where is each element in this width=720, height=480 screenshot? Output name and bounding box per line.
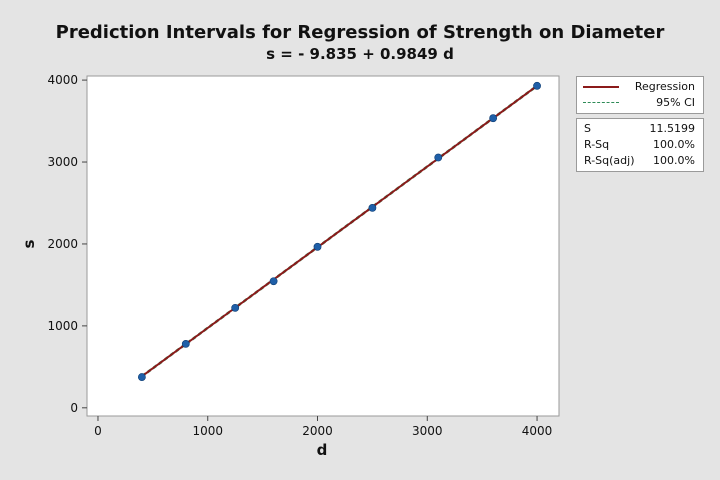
data-point: [231, 303, 240, 312]
y-tick-label: 0: [70, 401, 78, 415]
data-point: [533, 81, 541, 90]
stat-value: 11.5199: [649, 122, 696, 135]
legend-label-regression: Regression: [634, 80, 695, 93]
legend-item-regression: Regression: [577, 79, 703, 95]
stat-label: R-Sq: [584, 138, 610, 151]
chart-subtitle: s = - 9.835 + 0.9849 d: [266, 45, 454, 63]
data-point: [368, 204, 377, 212]
stat-label: S: [584, 122, 591, 135]
stat-value: 100.0%: [653, 154, 695, 167]
data-point: [269, 277, 278, 286]
chart-title: Prediction Intervals for Regression of S…: [55, 22, 665, 43]
y-axis-label: s: [20, 239, 38, 248]
stat-row-rsq-adj: R-Sq(adj) 100.0%: [577, 153, 703, 169]
ci-swatch: [583, 102, 619, 103]
x-tick-label: 2000: [302, 424, 333, 438]
legend-item-ci: 95% CI: [577, 95, 703, 111]
stats-box: S 11.5199 R-Sq 100.0% R-Sq(adj) 100.0%: [576, 118, 704, 172]
y-tick-label: 2000: [47, 237, 78, 251]
y-tick-label: 1000: [47, 319, 78, 333]
x-tick-label: 1000: [192, 424, 223, 438]
regression-swatch: [583, 86, 619, 88]
data-point: [489, 114, 498, 123]
x-axis-label: d: [317, 441, 328, 459]
data-point: [434, 153, 443, 162]
stat-row-rsq: R-Sq 100.0%: [577, 137, 703, 153]
x-tick-label: 0: [94, 424, 102, 438]
stat-row-s: S 11.5199: [577, 121, 703, 137]
y-tick-label: 3000: [47, 155, 78, 169]
y-tick-label: 4000: [47, 73, 78, 87]
regression-line: [141, 85, 538, 378]
legend: Regression 95% CI: [576, 76, 704, 114]
stat-value: 100.0%: [653, 138, 695, 151]
legend-label-ci: 95% CI: [656, 96, 695, 109]
x-tick-label: 3000: [412, 424, 443, 438]
stat-label: R-Sq(adj): [584, 154, 635, 167]
x-tick-label: 4000: [522, 424, 553, 438]
data-point: [181, 340, 190, 348]
data-point: [137, 373, 146, 381]
data-point: [313, 242, 322, 251]
